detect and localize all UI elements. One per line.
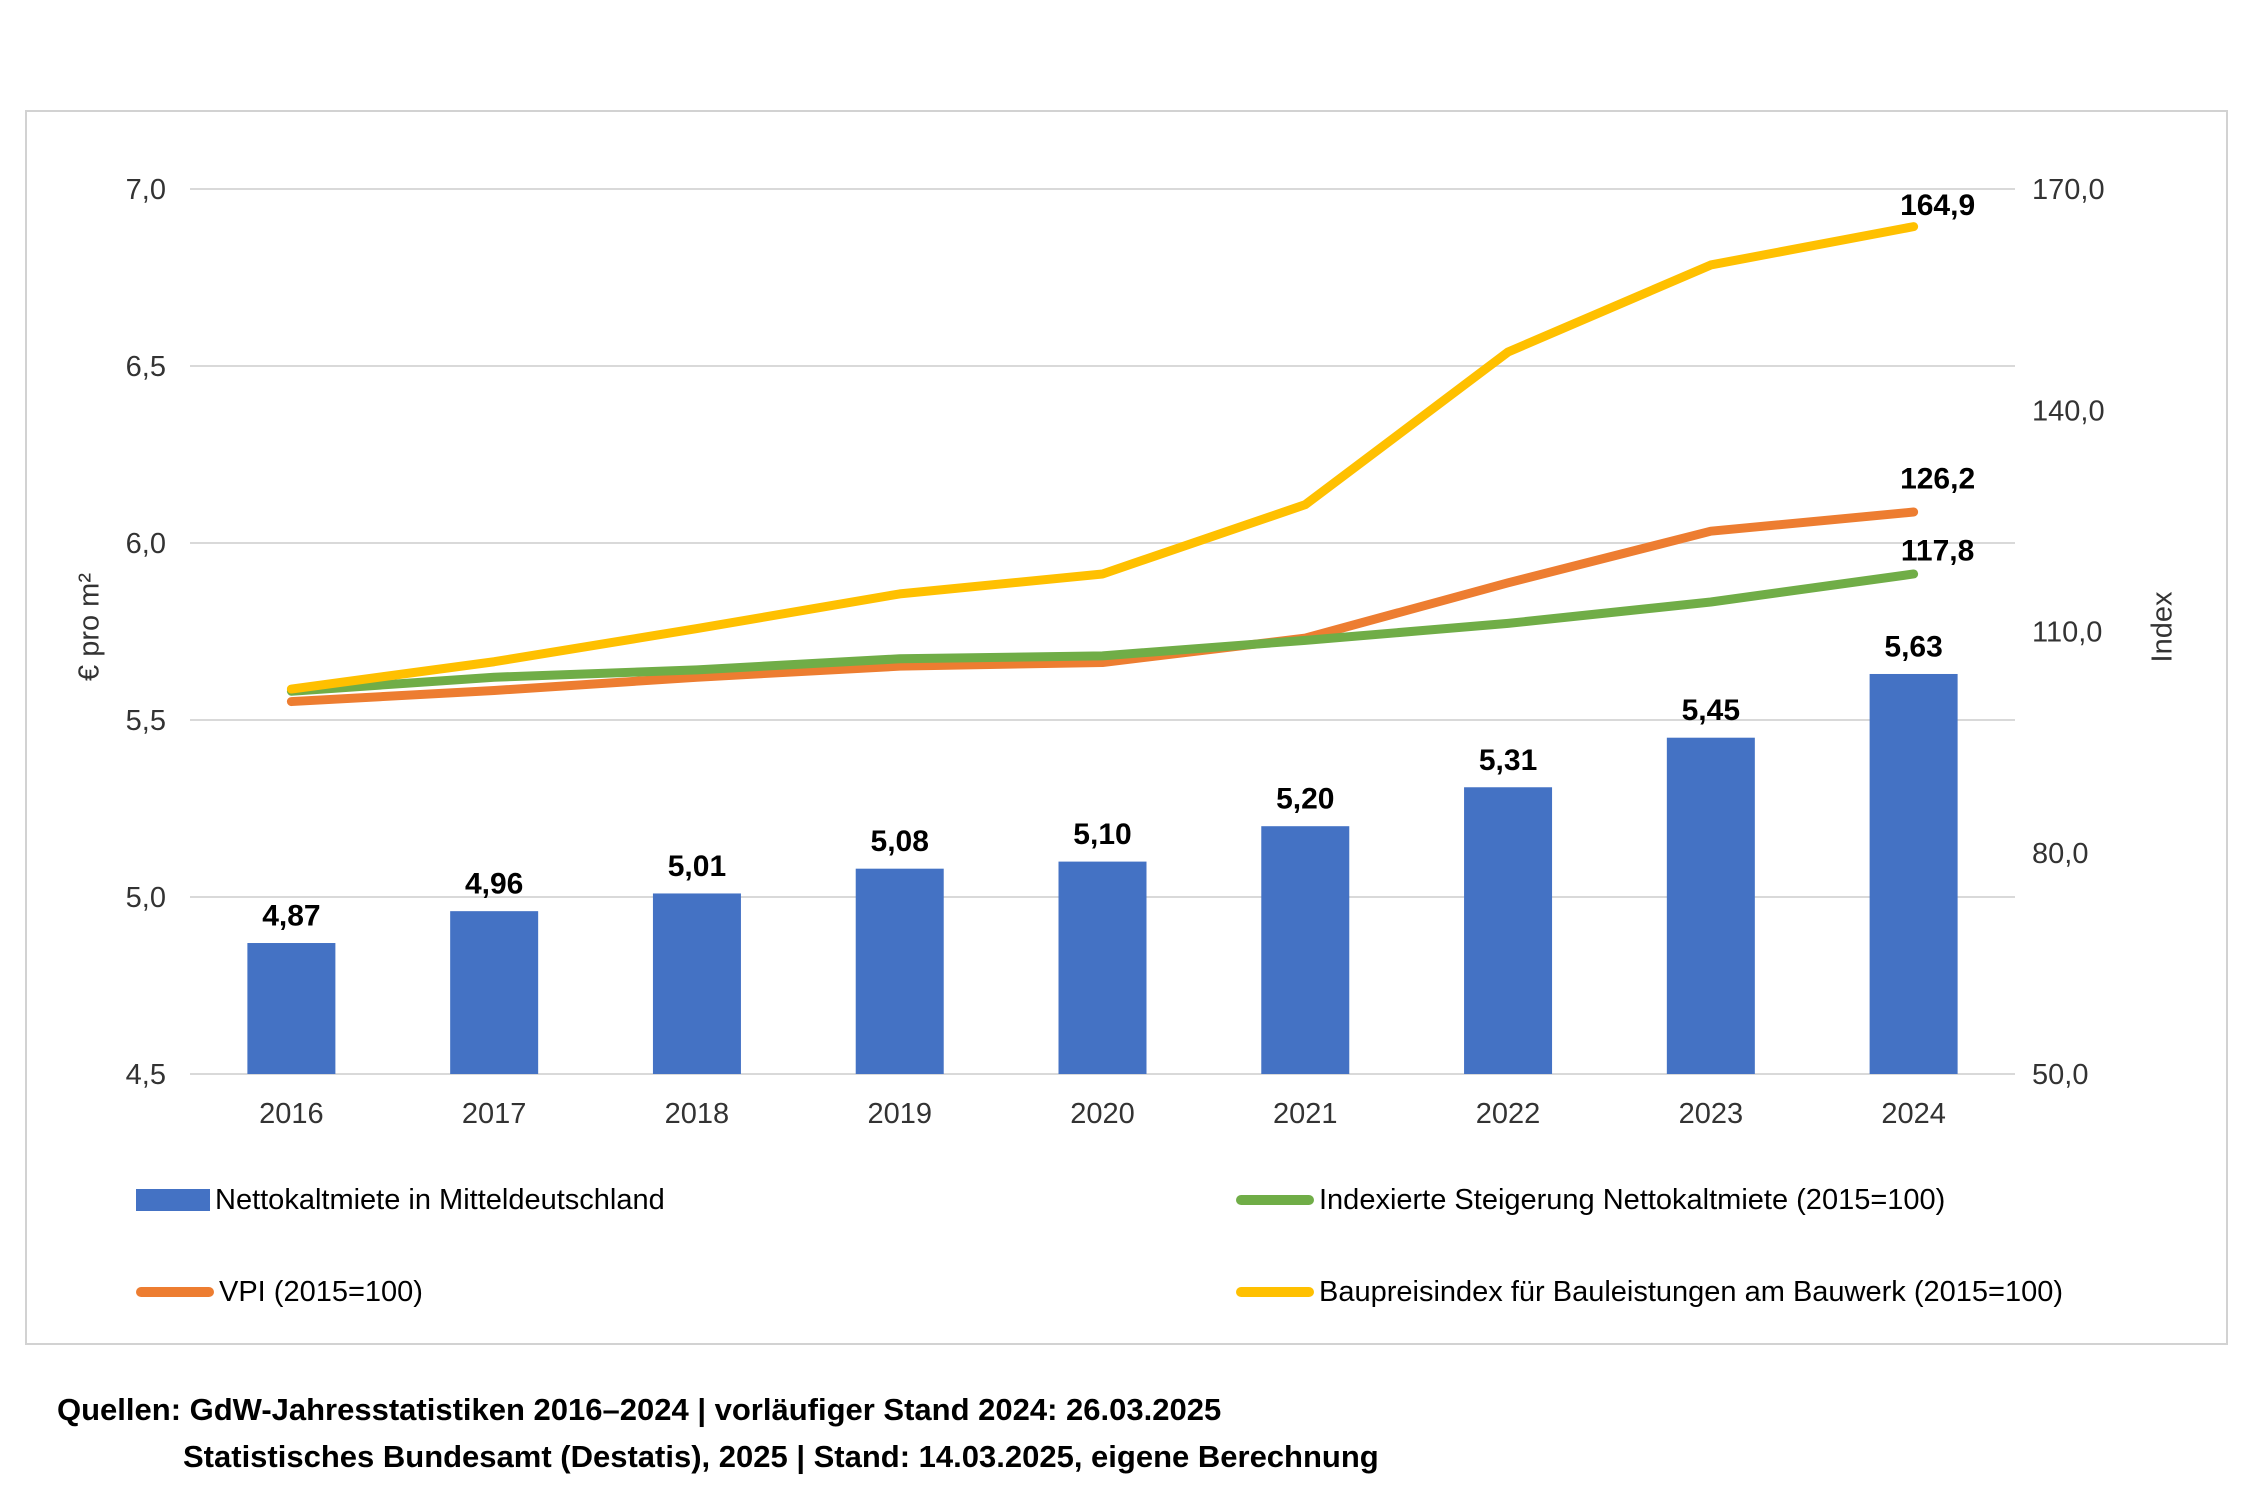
right-axis-tick: 50,0 [2032,1059,2088,1091]
legend-item-indexierte-steigerung-nettokaltmiete: Indexierte Steigerung Nettokaltmiete (20… [1236,1178,1945,1222]
legend-label: Nettokaltmiete in Mitteldeutschland [215,1183,665,1216]
x-axis-year-label: 2017 [462,1098,527,1130]
right-axis-title: Index [2146,591,2179,663]
right-axis-tick: 140,0 [2032,395,2105,427]
source-note: Quellen: GdW-Jahresstatistiken 2016–2024… [57,1386,1379,1480]
bar-2019 [855,868,944,1074]
x-axis-year-label: 2019 [867,1098,932,1130]
bar-value-label: 5,08 [871,825,929,858]
legend-label: Baupreisindex für Bauleistungen am Bauwe… [1319,1275,2063,1308]
bar-value-label: 5,31 [1479,744,1537,777]
bar-value-label: 4,96 [465,868,523,901]
legend-item-baupreisindex: Baupreisindex für Bauleistungen am Bauwe… [1236,1270,2063,1314]
bar-2021 [1261,826,1350,1074]
bar-value-label: 4,87 [262,900,320,933]
line-end-label: 126,2 [1900,463,1975,496]
legend-swatch-indexierte-steigerung-nettokaltmiete [1236,1195,1314,1205]
x-axis-year-label: 2024 [1881,1098,1946,1130]
legend-label: VPI (2015=100) [219,1275,423,1308]
bar-2024 [1869,673,1958,1074]
legend-swatch-vpi [136,1287,214,1297]
bar-2022 [1464,787,1553,1074]
source-line-2: Statistisches Bundesamt (Destatis), 2025… [183,1439,1379,1474]
left-axis-tick: 6,0 [126,528,166,560]
left-axis-tick: 5,5 [126,705,166,737]
left-axis-tick: 6,5 [126,351,166,383]
x-axis-year-label: 2020 [1070,1098,1135,1130]
bar-value-label: 5,63 [1884,630,1942,663]
bar-2017 [450,911,539,1074]
bar-value-label: 5,10 [1073,818,1131,851]
left-axis-tick: 4,5 [126,1059,166,1091]
bar-value-label: 5,45 [1682,694,1740,727]
source-line-1: Quellen: GdW-Jahresstatistiken 2016–2024… [57,1392,1222,1427]
bar-value-label: 5,20 [1276,783,1334,816]
bar-value-label: 5,01 [668,850,726,883]
legend-swatch-baupreisindex [1236,1287,1314,1297]
legend-swatch-nettokaltmiete [136,1189,210,1211]
x-axis-year-label: 2021 [1273,1098,1338,1130]
line-end-label: 117,8 [1901,534,1974,567]
x-axis-year-label: 2016 [259,1098,324,1130]
bar-2023 [1666,737,1755,1074]
left-axis-title: € pro m² [73,573,106,681]
x-axis-year-label: 2022 [1476,1098,1541,1130]
legend-label: Indexierte Steigerung Nettokaltmiete (20… [1319,1183,1946,1216]
legend-item-vpi: VPI (2015=100) [136,1270,423,1314]
line-series-3 [286,222,1919,694]
left-axis-tick: 7,0 [126,174,166,206]
right-axis-tick: 110,0 [2032,617,2102,649]
bar-2016 [247,943,336,1074]
line-end-label: 164,9 [1900,189,1975,222]
left-axis-tick: 5,0 [126,882,166,914]
chart-frame [25,110,2228,1345]
x-axis-year-label: 2018 [665,1098,730,1130]
line-series-1 [286,507,1919,707]
bar-2020 [1058,861,1147,1074]
right-axis-tick: 80,0 [2032,838,2088,870]
line-series-2 [286,569,1919,696]
bar-2018 [652,893,741,1074]
right-axis-tick: 170,0 [2032,174,2105,206]
legend-item-nettokaltmiete: Nettokaltmiete in Mitteldeutschland [136,1178,665,1222]
x-axis-year-label: 2023 [1679,1098,1744,1130]
